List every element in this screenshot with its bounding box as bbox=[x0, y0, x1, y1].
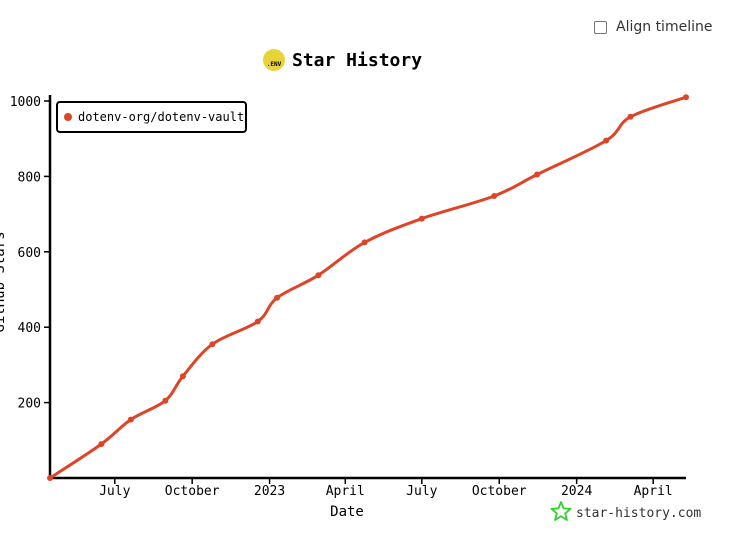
align-timeline-label: Align timeline bbox=[616, 19, 713, 35]
legend-box bbox=[56, 101, 247, 133]
x-axis-label: Date bbox=[330, 504, 364, 520]
logo-text: .ENV bbox=[267, 61, 282, 68]
x-ticks: July October 2023 April July October 2024 April bbox=[99, 478, 673, 499]
data-point bbox=[603, 137, 610, 144]
watermark-text: star-history.com bbox=[576, 506, 701, 521]
data-point bbox=[418, 215, 425, 222]
y-tick-label: 400 bbox=[18, 321, 41, 336]
data-point bbox=[127, 416, 134, 423]
x-tick-label: April bbox=[326, 484, 365, 499]
data-point bbox=[627, 113, 634, 120]
axes bbox=[48, 95, 686, 480]
data-point bbox=[534, 171, 541, 178]
data-point bbox=[491, 193, 498, 199]
data-point bbox=[254, 318, 261, 325]
data-point bbox=[47, 475, 53, 481]
watermark: star-history.com bbox=[550, 501, 701, 521]
x-tick-label: April bbox=[634, 484, 673, 499]
dotenv-logo-icon bbox=[263, 49, 285, 71]
chart-title: .ENV Star History bbox=[263, 49, 422, 71]
legend-label: dotenv-org/dotenv-vault bbox=[78, 110, 244, 124]
data-point bbox=[315, 272, 322, 279]
y-tick-label: 600 bbox=[18, 246, 41, 261]
x-tick-label: 2023 bbox=[254, 484, 285, 499]
x-tick-label: July bbox=[406, 484, 437, 499]
series-line bbox=[48, 95, 688, 480]
data-point bbox=[179, 373, 186, 380]
align-timeline-checkbox[interactable] bbox=[594, 20, 607, 34]
legend-marker bbox=[64, 113, 72, 121]
data-point bbox=[98, 441, 105, 448]
data-point bbox=[361, 239, 368, 246]
x-tick-label: July bbox=[99, 484, 130, 499]
star-icon bbox=[550, 501, 572, 521]
y-tick-label: 1000 bbox=[10, 95, 41, 110]
series-layer bbox=[47, 94, 689, 481]
data-point bbox=[274, 294, 281, 301]
legend: dotenv-org/dotenv-vault bbox=[56, 101, 247, 133]
y-tick-label: 200 bbox=[18, 397, 41, 412]
x-tick-label: October bbox=[165, 484, 220, 499]
y-axis-label: GitHub Stars bbox=[0, 231, 8, 332]
data-point bbox=[209, 341, 216, 348]
data-point bbox=[162, 397, 169, 404]
y-tick-label: 800 bbox=[18, 170, 41, 185]
x-tick-label: 2024 bbox=[561, 484, 592, 499]
x-tick-label: October bbox=[472, 484, 527, 499]
chart-title-text: Star History bbox=[292, 50, 422, 71]
align-timeline-toggle[interactable]: Align timeline bbox=[594, 19, 712, 35]
y-ticks: 200 400 600 800 1000 bbox=[10, 95, 50, 412]
data-point bbox=[683, 94, 689, 101]
